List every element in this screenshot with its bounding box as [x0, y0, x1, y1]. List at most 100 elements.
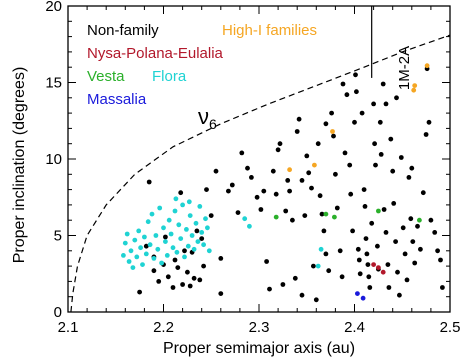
point-non-family: [400, 225, 406, 231]
point-flora: [164, 253, 170, 258]
point-non-family: [182, 248, 187, 254]
x-tick-labels: 2.1 2.2 2.3 2.4 2.5: [58, 319, 460, 336]
point-non-family: [428, 217, 434, 223]
point-non-family: [299, 178, 305, 183]
point-non-family: [362, 204, 368, 209]
point-non-family: [151, 268, 157, 274]
point-flora: [147, 242, 153, 248]
resonance-label: 1M-2A: [396, 46, 413, 90]
point-non-family: [191, 275, 197, 281]
point-flora: [197, 204, 203, 209]
point-vesta: [323, 211, 329, 217]
point-non-family: [270, 168, 276, 174]
point-non-family: [302, 213, 308, 219]
point-non-family: [402, 251, 408, 257]
point-non-family: [377, 119, 383, 125]
point-flora: [159, 260, 165, 266]
point-non-family: [275, 147, 281, 153]
point-non-family: [245, 165, 250, 171]
point-flora: [203, 216, 208, 222]
point-non-family: [326, 268, 332, 274]
point-flora: [176, 222, 182, 228]
point-non-family: [372, 141, 377, 147]
point-flora: [173, 196, 179, 202]
point-flora: [172, 208, 178, 214]
point-non-family: [348, 191, 354, 197]
point-non-family: [163, 234, 168, 240]
point-non-family: [235, 210, 241, 216]
point-flora: [318, 246, 324, 252]
point-non-family: [418, 246, 423, 252]
point-non-family: [329, 110, 334, 116]
point-non-family: [395, 269, 400, 275]
point-vesta: [273, 214, 279, 220]
point-non-family: [334, 205, 340, 211]
point-non-family: [364, 251, 370, 257]
point-non-family: [156, 279, 162, 284]
point-massalia: [355, 291, 360, 296]
point-non-family: [290, 217, 295, 223]
point-non-family: [337, 248, 343, 254]
point-non-family: [277, 141, 283, 147]
point-non-family: [208, 213, 214, 219]
point-non-family: [361, 187, 367, 193]
point-non-family: [287, 188, 292, 194]
nu6-symbol: ν: [198, 104, 209, 129]
point-flora: [178, 236, 184, 242]
point-flora: [242, 216, 248, 222]
point-non-family: [258, 207, 264, 212]
point-non-family: [398, 155, 404, 160]
point-non-family: [143, 243, 149, 249]
point-flora: [161, 225, 166, 231]
point-non-family: [357, 271, 363, 277]
point-non-family: [383, 101, 389, 107]
point-non-family: [180, 282, 186, 287]
point-flora: [187, 213, 193, 219]
point-flora: [193, 220, 199, 226]
point-non-family: [423, 132, 429, 137]
point-non-family: [218, 256, 224, 261]
point-high-i-families: [330, 129, 335, 134]
point-non-family: [394, 95, 399, 101]
point-flora: [130, 265, 136, 270]
data-points: [121, 63, 445, 303]
y-tick-label: 15: [45, 75, 62, 92]
y-tick-label: 0: [54, 304, 62, 321]
legend-non-family: Non-family: [87, 22, 159, 39]
point-flora: [174, 249, 180, 255]
point-flora: [128, 248, 134, 254]
y-axis-label: Proper inclination (degrees): [11, 67, 28, 264]
point-non-family: [137, 289, 143, 295]
point-non-family: [339, 274, 345, 280]
point-non-family: [404, 277, 410, 283]
point-non-family: [408, 216, 414, 222]
point-flora: [149, 211, 155, 217]
point-non-family: [347, 162, 353, 168]
point-non-family: [321, 228, 327, 234]
point-non-family: [304, 153, 310, 159]
point-non-family: [432, 230, 438, 235]
point-non-family: [199, 236, 205, 242]
x-axis-label: Proper semimajor axis (au): [163, 340, 355, 357]
point-non-family: [406, 175, 412, 180]
point-non-family: [435, 248, 440, 254]
point-flora: [143, 251, 149, 257]
point-non-family: [204, 187, 209, 193]
point-non-family: [313, 297, 319, 303]
point-non-family: [393, 239, 398, 245]
point-non-family: [306, 170, 312, 176]
point-non-family: [410, 239, 416, 245]
point-non-family: [201, 263, 207, 269]
point-flora: [153, 233, 159, 238]
point-non-family: [283, 208, 289, 214]
point-nysa-polana-eulalia: [376, 265, 381, 270]
point-non-family: [319, 211, 325, 217]
point-non-family: [294, 129, 300, 134]
point-non-family: [333, 171, 338, 177]
point-high-i-families: [312, 162, 317, 168]
point-high-i-families: [424, 63, 430, 69]
y-tick-label: 20: [45, 0, 62, 15]
x-tick-label: 2.1: [58, 319, 79, 336]
point-high-i-families: [412, 83, 418, 88]
point-flora: [315, 263, 321, 269]
